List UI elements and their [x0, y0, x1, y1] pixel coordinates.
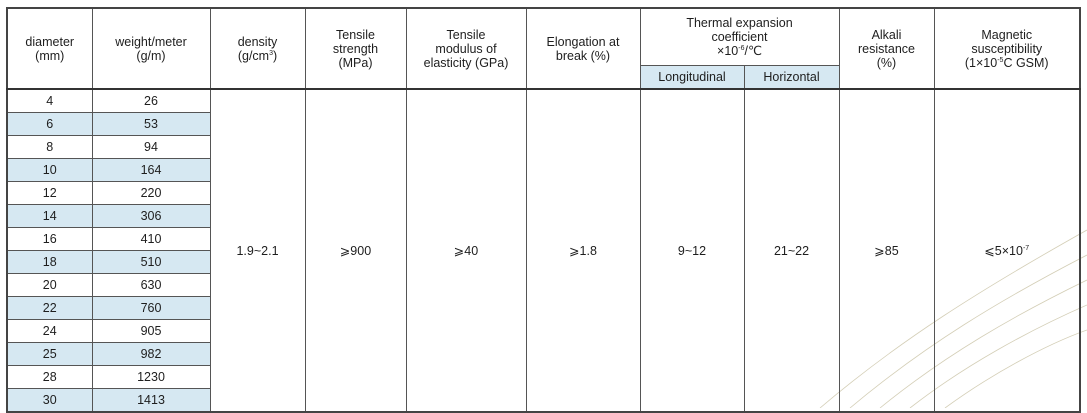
cell-longitudinal: 9~12: [639, 88, 745, 413]
table-row: 24 905: [6, 319, 1080, 343]
header-thermal-expansion: Thermal expansion coefficient ×10-6/℃: [639, 7, 840, 66]
cell-weight: 510: [91, 250, 211, 274]
header-thermal-end: /℃: [744, 43, 762, 58]
cell-diameter: 18: [6, 250, 93, 274]
cell-magnetic: ⩽5×10-7: [933, 88, 1081, 413]
cell-diameter: 24: [6, 319, 93, 343]
table-row: 18 510: [6, 250, 1080, 274]
header-tensile-strength: Tensile strength (MPa): [304, 7, 407, 90]
header-diameter: diameter (mm): [6, 7, 93, 90]
cell-diameter: 30: [6, 388, 93, 413]
cell-weight: 53: [91, 112, 211, 136]
cell-alkali: ⩾85: [838, 88, 935, 413]
cell-magnetic-text: ⩽5×10: [984, 243, 1023, 258]
cell-weight: 630: [91, 273, 211, 297]
cell-horizontal: 21~22: [743, 88, 840, 413]
header-density-end: ): [272, 48, 278, 63]
cell-diameter: 8: [6, 135, 93, 159]
cell-diameter: 6: [6, 112, 93, 136]
header-horizontal: Horizontal: [743, 64, 840, 90]
table-row: 28 1230: [6, 365, 1080, 389]
cell-weight: 26: [91, 88, 211, 113]
table-row: 6 53: [6, 112, 1080, 136]
cell-weight: 1230: [91, 365, 211, 389]
header-thermal-sup: -6: [738, 44, 745, 52]
cell-diameter: 22: [6, 296, 93, 320]
cell-elongation: ⩾1.8: [525, 88, 641, 413]
cell-diameter: 10: [6, 158, 93, 182]
cell-diameter: 14: [6, 204, 93, 228]
cell-diameter: 4: [6, 88, 93, 113]
cell-weight: 905: [91, 319, 211, 343]
table-row: 14 306: [6, 204, 1080, 228]
cell-weight: 982: [91, 342, 211, 366]
header-modulus: Tensile modulus of elasticity (GPa): [405, 7, 527, 90]
header-density: density (g/cm3): [209, 7, 306, 90]
cell-diameter: 12: [6, 181, 93, 205]
cell-weight: 410: [91, 227, 211, 251]
cell-weight: 760: [91, 296, 211, 320]
header-magnetic-end: C GSM): [1003, 55, 1049, 70]
header-alkali: Alkali resistance (%): [838, 7, 935, 90]
header-density-text: density (g/cm: [237, 34, 278, 63]
cell-modulus: ⩾40: [405, 88, 527, 413]
table-row: 8 94: [6, 135, 1080, 159]
spec-table: diameter (mm) weight/meter (g/m) density…: [6, 7, 1081, 413]
header-elongation: Elongation at break (%): [525, 7, 641, 90]
header-thermal-text: Thermal expansion coefficient ×10: [686, 15, 793, 58]
cell-weight: 306: [91, 204, 211, 228]
cell-diameter: 28: [6, 365, 93, 389]
cell-diameter: 20: [6, 273, 93, 297]
cell-magnetic-sup: -7: [1022, 244, 1030, 252]
header-magnetic: Magnetic susceptibility (1×10-5C GSM): [933, 7, 1081, 90]
cell-weight: 220: [91, 181, 211, 205]
header-weight: weight/meter (g/m): [91, 7, 211, 90]
cell-weight: 94: [91, 135, 211, 159]
cell-diameter: 25: [6, 342, 93, 366]
header-longitudinal: Longitudinal: [639, 64, 745, 90]
cell-weight: 1413: [91, 388, 211, 413]
table-row: 22 760: [6, 296, 1080, 320]
header-magnetic-text: Magnetic susceptibility (1×10: [964, 27, 1043, 70]
cell-diameter: 16: [6, 227, 93, 251]
table-row: 4 26 1.9~2.1 ⩾900 ⩾40 ⩾1.8 9~12 21~22 ⩾85 ⩽5×10-7: [6, 88, 1081, 413]
header-magnetic-sup: -5: [997, 56, 1004, 64]
cell-weight: 164: [91, 158, 211, 182]
table-row: 12 220: [6, 181, 1080, 205]
table-row: 25 982: [6, 342, 1080, 366]
header-density-sup: 3: [269, 49, 273, 57]
cell-tensile-strength: ⩾900: [304, 88, 407, 413]
cell-density: 1.9~2.1: [209, 88, 306, 413]
